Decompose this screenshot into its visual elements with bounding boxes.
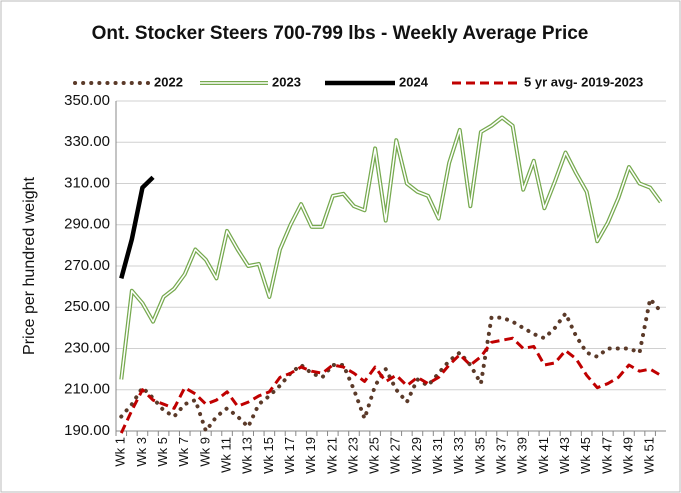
x-tick-label: Wk 47 — [599, 437, 614, 474]
y-tick-label: 310.00 — [64, 174, 110, 191]
series-line — [119, 297, 663, 433]
x-tick-label: Wk 17 — [282, 437, 297, 474]
x-tick-label: Wk 49 — [620, 437, 635, 474]
x-tick-label: Wk 51 — [642, 437, 657, 474]
legend-label: 2024 — [399, 74, 429, 89]
y-tick-label: 330.00 — [64, 133, 110, 150]
x-tick-label: Wk 5 — [155, 437, 170, 467]
y-tick-label: 350.00 — [64, 92, 110, 109]
x-tick-label: Wk 3 — [134, 437, 149, 467]
y-tick-label: 270.00 — [64, 257, 110, 274]
x-tick-label: Wk 25 — [367, 437, 382, 474]
y-tick-label: 290.00 — [64, 216, 110, 233]
x-tick-label: Wk 43 — [557, 437, 572, 474]
y-tick-label: 250.00 — [64, 298, 110, 315]
x-tick-label: Wk 7 — [176, 437, 191, 467]
chart-title: Ont. Stocker Steers 700-799 lbs - Weekly… — [91, 23, 589, 44]
x-tick-label: Wk 35 — [472, 437, 487, 474]
x-tick-label: Wk 45 — [578, 437, 593, 474]
series-line — [119, 175, 155, 279]
x-tick-label: Wk 39 — [515, 437, 530, 474]
x-tick-label: Wk 9 — [197, 437, 212, 467]
x-tick-label: Wk 21 — [324, 437, 339, 474]
x-tick-label: Wk 11 — [218, 437, 233, 473]
x-tick-label: Wk 29 — [409, 437, 424, 474]
legend-label: 2022 — [154, 74, 183, 89]
y-tick-label: 190.00 — [64, 422, 110, 439]
y-tick-label: 230.00 — [64, 339, 110, 356]
x-tick-label: Wk 31 — [430, 437, 445, 474]
x-tick-label: Wk 27 — [388, 437, 403, 474]
x-tick-label: Wk 15 — [261, 437, 276, 474]
x-tick-label: Wk 1 — [113, 437, 128, 467]
x-tick-label: Wk 13 — [240, 437, 255, 474]
x-tick-label: Wk 41 — [536, 437, 551, 474]
y-tick-label: 210.00 — [64, 381, 110, 398]
x-tick-label: Wk 37 — [493, 437, 508, 474]
y-axis-label: Price per hundred weight — [21, 177, 38, 355]
series-line — [119, 336, 662, 434]
x-tick-label: Wk 23 — [345, 437, 360, 474]
legend-label: 5 yr avg- 2019-2023 — [524, 74, 643, 89]
series-line — [120, 116, 662, 380]
x-tick-label: Wk 19 — [303, 437, 318, 474]
x-tick-label: Wk 33 — [451, 437, 466, 474]
legend-label: 2023 — [272, 74, 301, 89]
